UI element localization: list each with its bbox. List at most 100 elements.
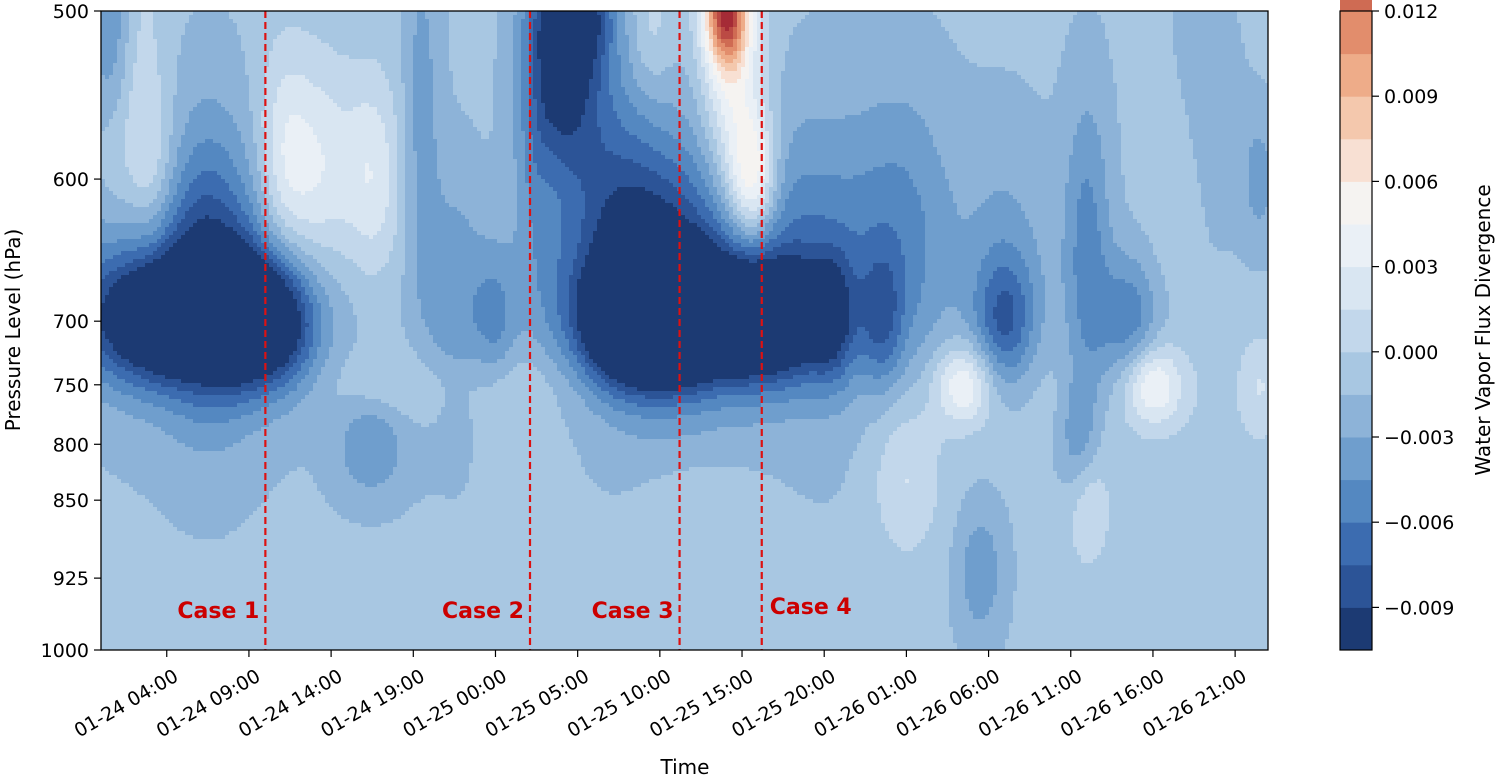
contour-cell [829, 23, 834, 28]
contour-cell [997, 23, 1002, 28]
contour-cell [137, 27, 142, 32]
contour-cell [609, 15, 614, 20]
contour-cell [829, 19, 834, 24]
contour-cell [301, 11, 306, 16]
contour-cell [413, 27, 418, 32]
contour-cell [121, 23, 126, 28]
contour-cell [969, 27, 974, 32]
contour-cell [981, 11, 986, 16]
contour-cell [1245, 23, 1250, 28]
contour-cell [301, 27, 306, 32]
contour-cell [649, 11, 654, 16]
contour-cell [493, 23, 498, 28]
contour-cell [441, 19, 446, 24]
contour-cell [669, 31, 674, 36]
contour-cell [1265, 11, 1270, 16]
contour-cell [1125, 19, 1130, 24]
contour-cell [1145, 23, 1150, 28]
contour-cell [781, 31, 786, 36]
contour-cell [961, 23, 966, 28]
contour-cell [1225, 19, 1230, 24]
contour-cell [933, 15, 938, 20]
contour-cell [253, 27, 258, 32]
contour-cell [689, 23, 694, 28]
contour-cell [841, 15, 846, 20]
contour-cell [285, 31, 290, 36]
contour-cell [981, 23, 986, 28]
contour-cell [1237, 27, 1242, 32]
contour-cell [1189, 15, 1194, 20]
contour-cell [1085, 15, 1090, 20]
contour-cell [389, 15, 394, 20]
contour-cell [825, 23, 830, 28]
contour-cell [753, 23, 758, 28]
contour-cell [113, 15, 118, 20]
contour-cell [625, 11, 630, 16]
contour-cell [653, 31, 658, 36]
contour-cell [493, 19, 498, 24]
contour-cell [637, 31, 642, 36]
contour-cell [809, 23, 814, 28]
contour-cell [161, 11, 166, 16]
contour-cell [541, 27, 546, 32]
contour-cell [181, 27, 186, 32]
contour-cell [625, 31, 630, 36]
contour-cell [233, 27, 238, 32]
contour-cell [1033, 11, 1038, 16]
contour-cell [909, 15, 914, 20]
contour-cell [445, 23, 450, 28]
contour-cell [609, 19, 614, 24]
contour-cell [365, 31, 370, 36]
contour-cell [501, 11, 506, 16]
contour-cell [305, 31, 310, 36]
contour-cell [949, 15, 954, 20]
contour-cell [777, 11, 782, 16]
contour-cell [1077, 19, 1082, 24]
contour-cell [1225, 11, 1230, 16]
contour-cell [921, 27, 926, 32]
contour-cell [1021, 27, 1026, 32]
contour-cell [1153, 23, 1158, 28]
contour-cell [165, 23, 170, 28]
contour-cell [269, 27, 274, 32]
contour-cell [733, 31, 738, 36]
contour-cell [281, 27, 286, 32]
contour-cell [353, 19, 358, 24]
contour-cell [693, 23, 698, 28]
contour-cell [689, 19, 694, 24]
contour-cell [1233, 23, 1238, 28]
contour-cell [381, 27, 386, 32]
contour-cell [449, 19, 454, 24]
contour-cell [1169, 27, 1174, 32]
contour-cell [957, 11, 962, 16]
contour-cell [1053, 15, 1058, 20]
contour-cell [113, 27, 118, 32]
contour-cell [697, 27, 702, 32]
contour-cell [589, 15, 594, 20]
contour-cell [1009, 15, 1014, 20]
contour-cell [1265, 23, 1270, 28]
contour-cell [657, 27, 662, 32]
contour-cell [377, 31, 382, 36]
contour-cell [1041, 15, 1046, 20]
contour-cell [445, 19, 450, 24]
contour-cell [1197, 19, 1202, 24]
contour-cell [565, 11, 570, 16]
contour-cell [701, 31, 706, 36]
contour-cell [569, 27, 574, 32]
contour-cell [601, 23, 606, 28]
contour-cell [421, 15, 426, 20]
contour-cell [465, 19, 470, 24]
contour-cell [837, 23, 842, 28]
contour-cell [477, 27, 482, 32]
contour-cell [281, 15, 286, 20]
contour-cell [573, 23, 578, 28]
contour-cell [1237, 19, 1242, 24]
contour-cell [1009, 11, 1014, 16]
contour-cell [197, 15, 202, 20]
contour-cell [137, 15, 142, 20]
contour-cell [113, 23, 118, 28]
contour-cell [745, 31, 750, 36]
contour-cell [129, 11, 134, 16]
contour-cell [1073, 11, 1078, 16]
